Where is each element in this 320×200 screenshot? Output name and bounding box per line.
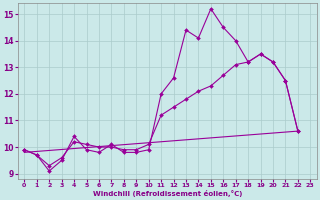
X-axis label: Windchill (Refroidissement éolien,°C): Windchill (Refroidissement éolien,°C) (93, 190, 242, 197)
